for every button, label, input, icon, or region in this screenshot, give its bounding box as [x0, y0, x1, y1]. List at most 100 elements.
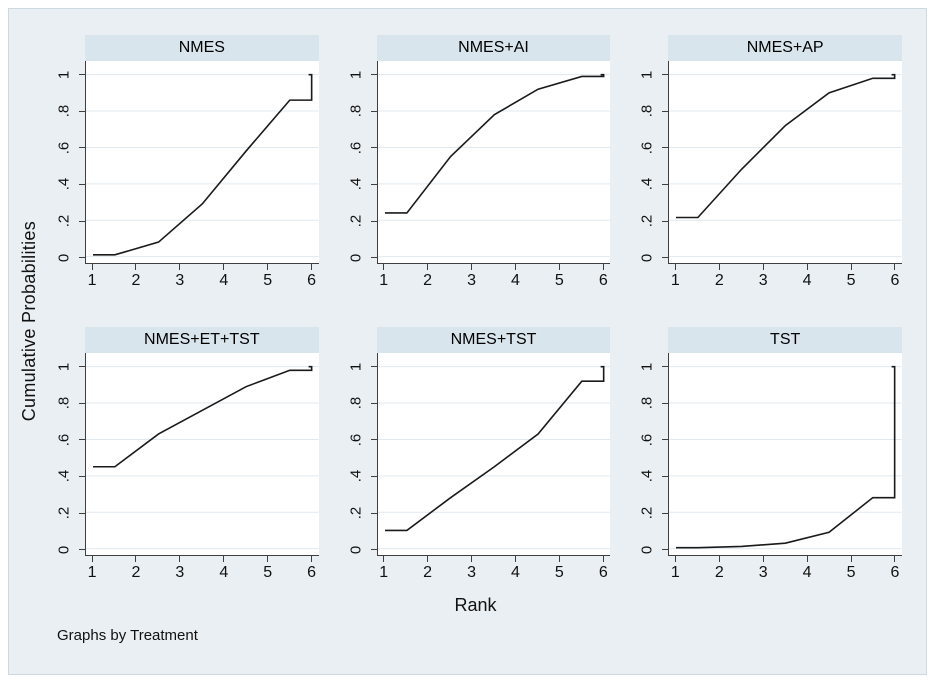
y-axis: 0 .2 .4 .6 .8 1	[341, 353, 377, 556]
treatment-panel-nmes-ai: NMES+AI 0 .2 .4 .6 .8 1 1 2 3 4 5 6	[341, 35, 611, 294]
y-tick-mark	[370, 257, 377, 259]
x-tick-mark	[558, 264, 560, 270]
x-tick-label: 1	[670, 272, 680, 289]
x-tick-label: 3	[758, 272, 768, 289]
x-tick-mark	[806, 264, 808, 270]
x-axis: 1 2 3 4 5 6	[668, 264, 902, 294]
y-tick-label: .6	[55, 141, 73, 155]
x-tick-mark	[850, 264, 852, 270]
y-tick-mark	[662, 110, 669, 112]
x-tick-mark	[267, 264, 269, 270]
y-tick-mark	[79, 549, 85, 551]
x-axis-title-row: Rank	[49, 595, 902, 616]
panel-title: NMES+AP	[746, 39, 824, 56]
x-tick-label: 6	[598, 564, 608, 581]
panel-title-bar: NMES+TST	[376, 327, 611, 353]
y-tick-mark	[79, 366, 85, 368]
y-tick-mark	[79, 183, 85, 185]
treatment-panel-nmes: NMES 0 .2 .4 .6 .8 1 1 2 3 4 5 6	[49, 35, 319, 294]
x-tick-label: 3	[467, 564, 476, 581]
y-tick-mark	[370, 402, 377, 404]
cumulative-probability-curve-nmes-ap	[676, 75, 895, 218]
y-tick-label: .4	[55, 178, 73, 191]
x-tick-label: 5	[263, 564, 273, 581]
x-tick-label: 4	[511, 272, 520, 289]
x-tick-mark	[383, 556, 385, 562]
x-tick-mark	[850, 556, 852, 562]
graphs-by-note: Graphs by Treatment	[57, 627, 198, 644]
x-tick-label: 6	[307, 564, 317, 581]
y-tick-label: .8	[638, 105, 656, 118]
x-tick-label: 6	[890, 272, 900, 289]
panel-title-bar: NMES+AI	[376, 35, 611, 61]
treatment-panel-nmes-tst: NMES+TST 0 .2 .4 .6 .8 1 1 2 3 4 5 6	[341, 327, 611, 586]
y-tick-label: 0	[638, 253, 656, 262]
x-tick-label: 3	[175, 564, 185, 581]
x-tick-label: 2	[714, 272, 724, 289]
x-axis: 1 2 3 4 5 6	[668, 556, 902, 586]
x-tick-label: 2	[131, 564, 141, 581]
y-tick-mark	[662, 512, 669, 514]
cumulative-probability-curve-tst	[676, 367, 895, 548]
y-tick-label: 0	[347, 545, 365, 554]
x-tick-mark	[602, 556, 604, 562]
x-tick-label: 4	[511, 564, 520, 581]
y-tick-mark	[79, 512, 85, 514]
x-tick-label: 1	[379, 272, 389, 289]
y-tick-mark	[79, 220, 85, 222]
x-tick-label: 5	[846, 272, 856, 289]
x-tick-mark	[179, 556, 181, 562]
x-axis: 1 2 3 4 5 6	[85, 556, 319, 586]
x-tick-mark	[718, 264, 720, 270]
y-tick-label: .6	[638, 141, 656, 155]
y-tick-label: 0	[347, 253, 365, 262]
y-tick-label: 1	[347, 362, 365, 371]
x-tick-mark	[894, 556, 896, 562]
panel-title-bar: NMES+AP	[668, 35, 902, 61]
x-tick-label: 1	[87, 564, 97, 581]
x-tick-mark	[894, 264, 896, 270]
x-tick-mark	[383, 264, 385, 270]
x-tick-label: 1	[87, 272, 97, 289]
y-tick-label: .2	[55, 214, 73, 228]
x-tick-mark	[762, 556, 764, 562]
x-tick-label: 1	[379, 564, 389, 581]
y-tick-label: .2	[347, 214, 365, 228]
x-tick-label: 4	[219, 272, 229, 289]
y-tick-label: .6	[347, 141, 365, 155]
x-tick-mark	[471, 264, 473, 270]
plot-svg-nmes	[86, 61, 319, 263]
y-tick-label: .4	[638, 178, 656, 191]
y-tick-mark	[370, 74, 377, 76]
plot-area	[85, 353, 319, 556]
plot-area	[376, 353, 611, 556]
y-tick-label: 1	[347, 70, 365, 79]
x-tick-mark	[718, 556, 720, 562]
y-tick-label: .6	[347, 433, 365, 447]
x-tick-label: 4	[802, 564, 812, 581]
plot-svg-nmes-et-tst	[86, 353, 319, 555]
x-tick-label: 2	[423, 564, 433, 581]
y-tick-label: .8	[347, 105, 365, 118]
y-tick-label: .6	[55, 433, 73, 447]
x-tick-label: 6	[598, 272, 608, 289]
y-tick-label: 0	[55, 545, 73, 554]
y-tick-label: 0	[55, 253, 73, 262]
x-tick-label: 3	[175, 272, 185, 289]
x-axis: 1 2 3 4 5 6	[377, 556, 611, 586]
y-tick-mark	[370, 475, 377, 477]
x-tick-mark	[762, 264, 764, 270]
y-tick-label: .2	[638, 214, 656, 228]
x-tick-mark	[558, 556, 560, 562]
cumulative-probability-curve-nmes-et-tst	[93, 367, 312, 467]
y-tick-mark	[662, 183, 669, 185]
y-tick-label: .2	[638, 506, 656, 520]
plot-area	[376, 61, 611, 264]
panel-title-bar: TST	[668, 327, 902, 353]
y-tick-mark	[79, 110, 85, 112]
y-tick-mark	[370, 549, 377, 551]
x-tick-label: 5	[554, 272, 564, 289]
y-tick-mark	[662, 475, 669, 477]
y-axis: 0 .2 .4 .6 .8 1	[632, 353, 669, 556]
y-tick-mark	[79, 402, 85, 404]
